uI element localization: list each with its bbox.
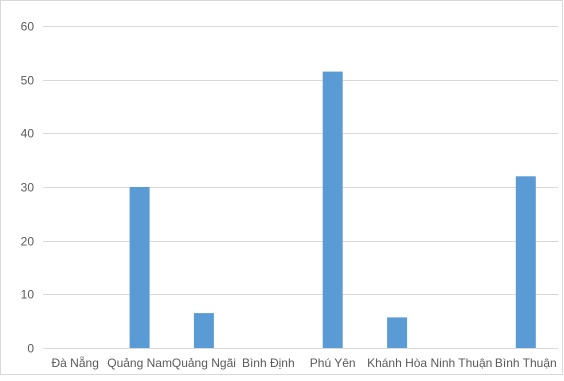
bar <box>387 317 408 348</box>
y-tick-label: 30 <box>21 181 35 195</box>
x-tick-label: Bình Thuận <box>495 356 557 370</box>
bar <box>322 71 343 348</box>
x-tick-label: Quảng Ngãi <box>172 356 236 370</box>
x-tick-label: Khánh Hòa <box>367 356 427 370</box>
y-tick-label: 10 <box>21 288 35 302</box>
x-tick-label: Đà Nẵng <box>52 355 99 370</box>
x-tick-label: Bình Định <box>242 356 295 370</box>
bar <box>515 176 536 348</box>
y-axis-tick-labels: 0 10 20 30 40 50 60 <box>21 20 35 356</box>
y-tick-label: 40 <box>21 127 35 141</box>
x-tick-label: Ninh Thuận <box>430 356 492 370</box>
y-tick-label: 50 <box>21 74 35 88</box>
y-tick-label: 0 <box>27 342 34 356</box>
bar <box>193 313 214 348</box>
bars <box>129 71 536 348</box>
y-tick-label: 60 <box>21 20 35 34</box>
x-tick-label: Phú Yên <box>310 356 356 370</box>
y-tick-label: 20 <box>21 235 35 249</box>
gridlines <box>43 26 558 349</box>
bar <box>129 187 150 348</box>
x-tick-label: Quảng Nam <box>107 356 172 370</box>
x-axis-tick-labels: Đà Nẵng Quảng Nam Quảng Ngãi Bình Định Phú Y… <box>52 355 557 370</box>
